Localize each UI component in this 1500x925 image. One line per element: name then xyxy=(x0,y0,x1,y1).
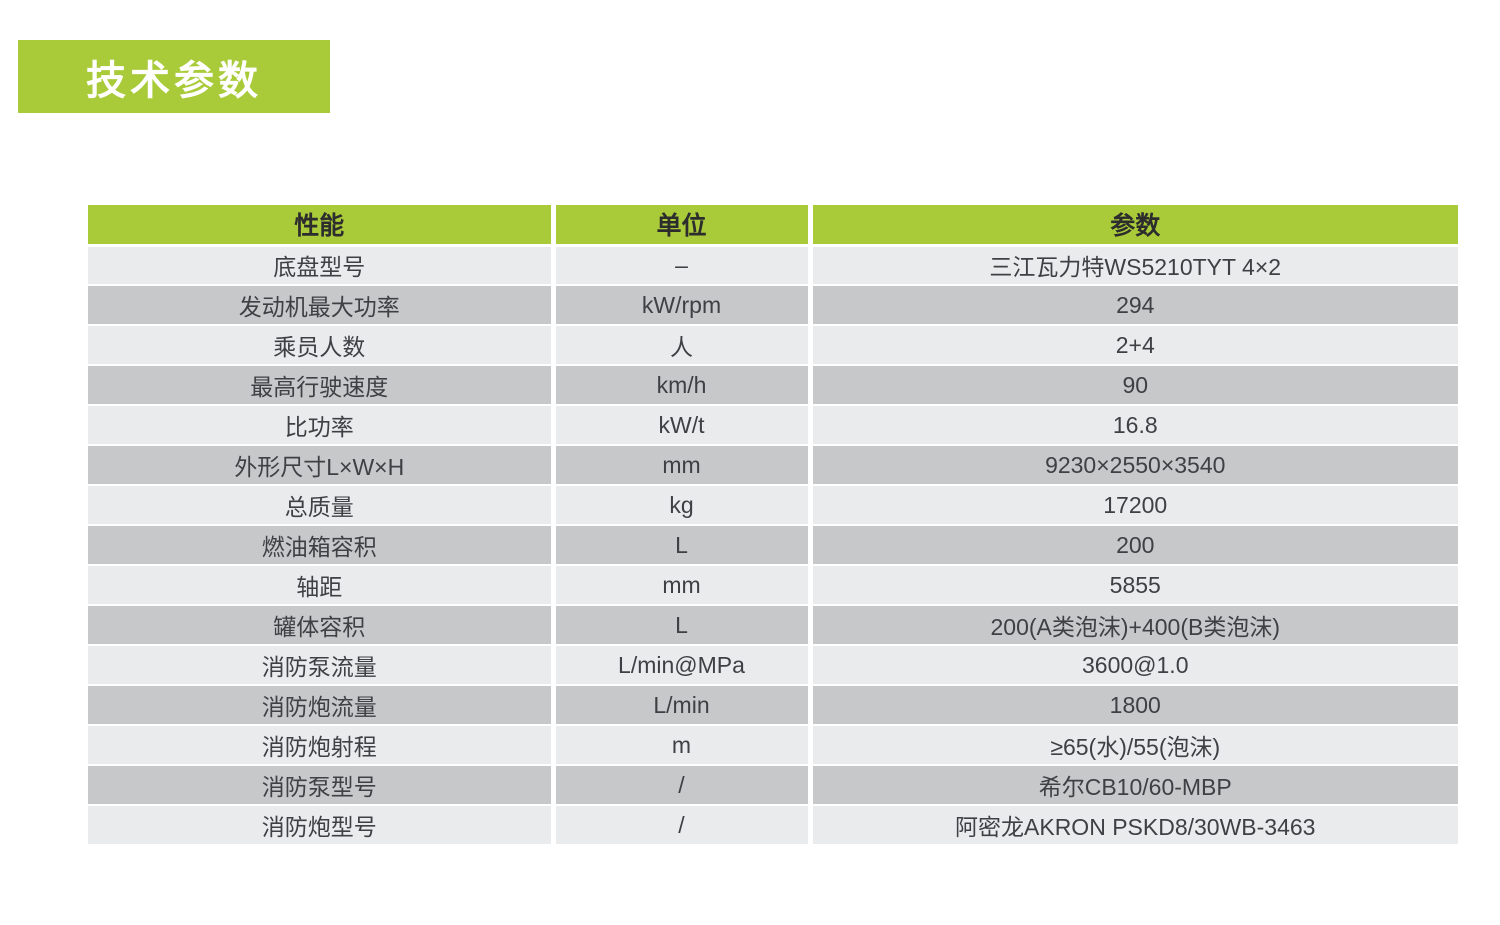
table-row: 发动机最大功率 kW/rpm 294 xyxy=(88,285,1458,326)
value-cell: 90 xyxy=(810,365,1458,406)
unit-cell: – xyxy=(553,245,813,286)
property-cell: 比功率 xyxy=(88,405,556,446)
unit-cell: 人 xyxy=(553,325,813,366)
unit-cell: mm xyxy=(553,565,813,606)
table-row: 罐体容积 L 200(A类泡沫)+400(B类泡沫) xyxy=(88,605,1458,646)
table-row: 乘员人数人 2+4 xyxy=(88,325,1458,366)
unit-cell: L xyxy=(553,525,813,566)
header-row: 性能 单位 参数 xyxy=(88,205,1458,247)
table-row: 消防炮型号 / 阿密龙AKRON PSKD8/30WB-3463 xyxy=(88,805,1458,846)
table-row: 消防泵型号 / 希尔CB10/60-MBP xyxy=(88,765,1458,806)
spec-table-container: 性能 单位 参数 底盘型号 – 三江瓦力特WS5210TYT 4×2 发动机最大功率 k… xyxy=(88,205,1458,846)
section-title-badge: 技术参数 xyxy=(18,40,330,113)
table-row: 消防泵流量 L/min@MPa 3600@1.0 xyxy=(88,645,1458,686)
unit-cell: L/min@MPa xyxy=(553,645,813,686)
value-cell: 5855 xyxy=(810,565,1458,606)
unit-cell: km/h xyxy=(553,365,813,406)
unit-cell: / xyxy=(553,805,813,846)
property-cell: 最高行驶速度 xyxy=(88,365,556,406)
value-cell: 200(A类泡沫)+400(B类泡沫) xyxy=(810,605,1458,646)
value-cell: 17200 xyxy=(810,485,1458,526)
property-cell: 消防泵型号 xyxy=(88,765,556,806)
table-row: 燃油箱容积 L 200 xyxy=(88,525,1458,566)
spec-table-body: 底盘型号 – 三江瓦力特WS5210TYT 4×2 发动机最大功率 kW/rpm 294 乘… xyxy=(88,245,1458,846)
property-cell: 消防炮型号 xyxy=(88,805,556,846)
header-cell-parameter: 参数 xyxy=(810,205,1458,247)
table-row: 消防炮射程 m ≥65(水)/55(泡沫) xyxy=(88,725,1458,766)
value-cell: 16.8 xyxy=(810,405,1458,446)
table-row: 轴距 mm 5855 xyxy=(88,565,1458,606)
value-cell: 阿密龙AKRON PSKD8/30WB-3463 xyxy=(810,805,1458,846)
table-row: 底盘型号 – 三江瓦力特WS5210TYT 4×2 xyxy=(88,245,1458,286)
value-cell: 9230×2550×3540 xyxy=(810,445,1458,486)
property-cell: 乘员人数 xyxy=(88,325,556,366)
property-cell: 轴距 xyxy=(88,565,556,606)
spec-table: 性能 单位 参数 底盘型号 – 三江瓦力特WS5210TYT 4×2 发动机最大功率 k… xyxy=(88,205,1458,846)
header-cell-performance: 性能 xyxy=(88,205,556,247)
header-cell-unit: 单位 xyxy=(553,205,813,247)
property-cell: 发动机最大功率 xyxy=(88,285,556,326)
value-cell: 294 xyxy=(810,285,1458,326)
value-cell: 3600@1.0 xyxy=(810,645,1458,686)
property-cell: 总质量 xyxy=(88,485,556,526)
property-cell: 燃油箱容积 xyxy=(88,525,556,566)
unit-cell: mm xyxy=(553,445,813,486)
value-cell: ≥65(水)/55(泡沫) xyxy=(810,725,1458,766)
property-cell: 外形尺寸L×W×H xyxy=(88,445,556,486)
value-cell: 1800 xyxy=(810,685,1458,726)
property-cell: 消防炮流量 xyxy=(88,685,556,726)
value-cell: 三江瓦力特WS5210TYT 4×2 xyxy=(810,245,1458,286)
unit-cell: kW/t xyxy=(553,405,813,446)
property-cell: 消防炮射程 xyxy=(88,725,556,766)
table-row: 比功率 kW/t 16.8 xyxy=(88,405,1458,446)
unit-cell: kW/rpm xyxy=(553,285,813,326)
table-row: 消防炮流量 L/min 1800 xyxy=(88,685,1458,726)
spec-table-header: 性能 单位 参数 xyxy=(88,205,1458,247)
unit-cell: L xyxy=(553,605,813,646)
unit-cell: kg xyxy=(553,485,813,526)
unit-cell: m xyxy=(553,725,813,766)
table-row: 最高行驶速度 km/h 90 xyxy=(88,365,1458,406)
value-cell: 2+4 xyxy=(810,325,1458,366)
table-row: 总质量 kg 17200 xyxy=(88,485,1458,526)
table-row: 外形尺寸L×W×H mm 9230×2550×3540 xyxy=(88,445,1458,486)
unit-cell: L/min xyxy=(553,685,813,726)
property-cell: 底盘型号 xyxy=(88,245,556,286)
unit-cell: / xyxy=(553,765,813,806)
property-cell: 消防泵流量 xyxy=(88,645,556,686)
value-cell: 希尔CB10/60-MBP xyxy=(810,765,1458,806)
property-cell: 罐体容积 xyxy=(88,605,556,646)
value-cell: 200 xyxy=(810,525,1458,566)
